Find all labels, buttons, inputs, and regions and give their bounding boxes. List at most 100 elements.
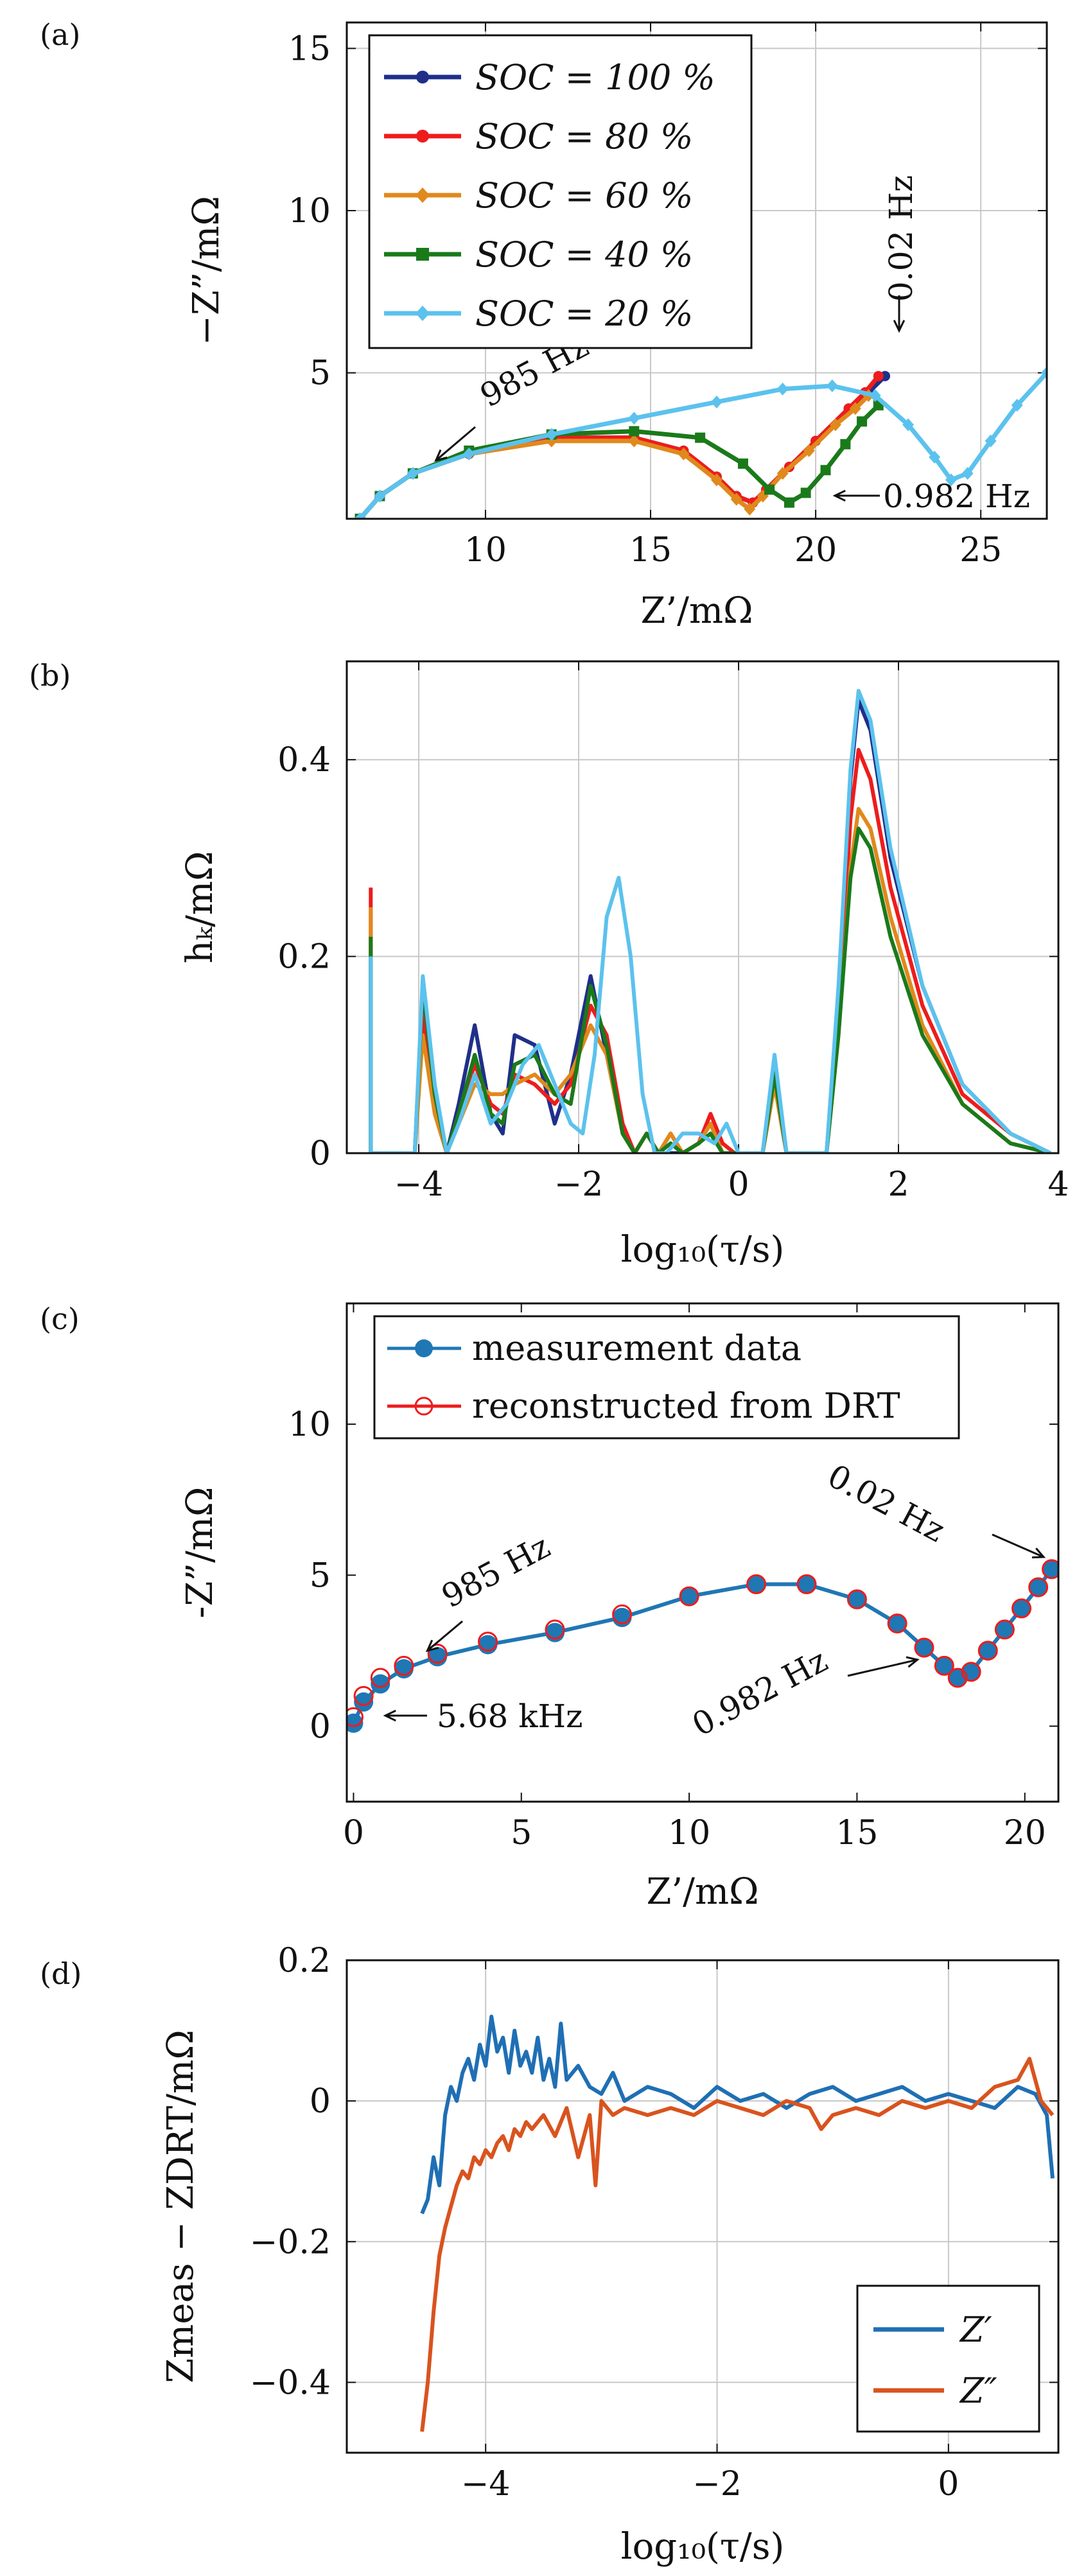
y-tick-label: 0 bbox=[310, 1135, 331, 1173]
annotation-label: 0.982 Hz bbox=[686, 1642, 833, 1744]
y-tick-label: 0.2 bbox=[277, 1942, 331, 1980]
data-point bbox=[914, 1637, 934, 1658]
panel-label: (d) bbox=[40, 1956, 82, 1991]
legend-marker bbox=[416, 306, 430, 321]
data-point bbox=[934, 1656, 954, 1676]
data-point bbox=[978, 1640, 998, 1660]
legend-label: reconstructed from DRT bbox=[472, 1386, 900, 1426]
y-axis-label: hₖ/mΩ bbox=[179, 851, 221, 964]
data-point bbox=[947, 1667, 968, 1688]
data-point bbox=[829, 418, 841, 431]
data-point bbox=[1042, 1559, 1058, 1579]
data-point bbox=[849, 402, 861, 415]
data-point bbox=[374, 489, 386, 503]
data-point bbox=[784, 497, 794, 508]
data-point bbox=[1028, 1577, 1049, 1597]
data-point bbox=[679, 1587, 699, 1606]
data-point bbox=[1012, 1599, 1031, 1619]
data-point bbox=[776, 382, 789, 396]
series-group bbox=[420, 2014, 1055, 2432]
x-tick-label: 20 bbox=[794, 531, 837, 570]
annotation-arrowhead bbox=[893, 320, 906, 333]
data-point bbox=[873, 370, 884, 381]
annotation-arrowhead bbox=[425, 1639, 439, 1653]
data-point bbox=[407, 467, 419, 480]
data-point bbox=[1042, 1559, 1058, 1580]
data-point bbox=[370, 1667, 390, 1688]
x-tick-label: −4 bbox=[461, 2465, 511, 2503]
data-point bbox=[994, 1619, 1015, 1640]
annotation-arrow bbox=[435, 426, 476, 462]
legend-label: measurement data bbox=[472, 1328, 801, 1368]
legend-label: SOC = 80 % bbox=[475, 116, 693, 157]
data-point bbox=[679, 1586, 699, 1606]
series-group bbox=[369, 689, 1051, 1153]
annotation-arrowhead bbox=[1031, 1547, 1046, 1559]
data-point bbox=[857, 416, 868, 427]
x-tick-label: 4 bbox=[1047, 1165, 1069, 1204]
x-tick-label: 15 bbox=[629, 531, 672, 570]
series-line-1 bbox=[420, 2057, 1055, 2432]
legend-box bbox=[368, 34, 753, 349]
legend-label: SOC = 20 % bbox=[475, 293, 693, 334]
series-line-0 bbox=[420, 2014, 1055, 2215]
series-line-3 bbox=[369, 826, 1051, 1153]
data-point bbox=[1028, 1578, 1048, 1597]
data-point bbox=[929, 451, 941, 464]
x-axis-label: Z’/mΩ bbox=[640, 590, 753, 632]
data-point bbox=[746, 1574, 767, 1594]
data-point bbox=[934, 1655, 954, 1676]
plot-frame bbox=[346, 1302, 1060, 1803]
data-point bbox=[764, 484, 775, 495]
data-point bbox=[737, 458, 748, 469]
x-tick-label: 10 bbox=[464, 531, 507, 570]
x-tick-label: −2 bbox=[554, 1165, 604, 1204]
data-point bbox=[354, 1692, 374, 1712]
legend-marker bbox=[416, 187, 430, 203]
series-line-2 bbox=[369, 806, 1051, 1153]
x-tick-label: 10 bbox=[668, 1814, 710, 1852]
data-point bbox=[797, 1574, 817, 1594]
data-point bbox=[887, 1614, 907, 1634]
data-point bbox=[803, 444, 815, 457]
y-tick-label: 0 bbox=[310, 2082, 331, 2121]
data-point bbox=[678, 447, 690, 460]
annotation-label: 0.02 Hz bbox=[821, 1457, 950, 1549]
y-tick-label: 5 bbox=[310, 1556, 331, 1595]
y-axis-label: Zmeas − ZDRT/mΩ bbox=[160, 2030, 202, 2383]
annotation-arrow bbox=[847, 1658, 918, 1677]
y-tick-label: 0.4 bbox=[277, 741, 331, 779]
data-point bbox=[846, 1589, 867, 1610]
x-tick-label: −2 bbox=[692, 2465, 742, 2503]
data-point bbox=[394, 1655, 414, 1676]
data-point bbox=[347, 1713, 363, 1733]
y-axis-label: −Z”/mΩ bbox=[186, 196, 227, 345]
data-point bbox=[977, 1640, 998, 1661]
data-point bbox=[629, 426, 640, 437]
data-point bbox=[796, 1574, 817, 1594]
legend: SOC = 100 % SOC = 80 % SOC = 60 % SOC = 40 … bbox=[368, 34, 753, 349]
data-point bbox=[1011, 399, 1023, 412]
data-point bbox=[545, 1619, 565, 1640]
data-point bbox=[354, 512, 366, 519]
data-point bbox=[945, 473, 957, 487]
x-axis-label: log₁₀(τ/s) bbox=[621, 2526, 785, 2568]
x-tick-label: 20 bbox=[1004, 1814, 1046, 1852]
data-point bbox=[710, 473, 723, 487]
legend-label: SOC = 60 % bbox=[475, 175, 693, 216]
chart-b: −4 −2 0 2 4 0 0.2 0.4 (b) log₁₀(τ/s) hₖ/mΩ bbox=[29, 658, 1069, 1271]
annotation-arrowhead bbox=[434, 449, 448, 462]
legend-marker bbox=[415, 1339, 433, 1357]
data-point bbox=[776, 467, 789, 480]
x-tick-label: 0 bbox=[728, 1165, 749, 1204]
data-point bbox=[478, 1632, 498, 1652]
chart-d: −4 −2 0 −0.4 −0.2 0 0.2 (d) log₁₀(τ/s) Zmeas − ZD… bbox=[40, 1942, 1060, 2568]
y-tick-label: 0.2 bbox=[277, 938, 331, 977]
x-tick-label: 0 bbox=[938, 2465, 959, 2503]
y-tick-label: 10 bbox=[288, 1405, 331, 1444]
data-point bbox=[820, 465, 831, 476]
legend-marker bbox=[414, 1397, 434, 1416]
x-tick-label: 0 bbox=[343, 1814, 364, 1852]
data-point bbox=[353, 1685, 374, 1706]
